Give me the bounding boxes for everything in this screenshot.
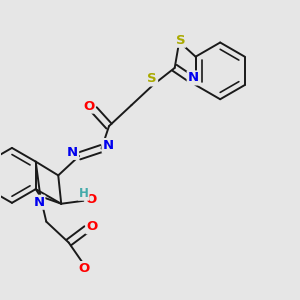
Text: N: N xyxy=(188,71,199,85)
Text: O: O xyxy=(78,262,89,275)
Text: S: S xyxy=(176,34,185,47)
Text: N: N xyxy=(103,139,114,152)
Text: O: O xyxy=(86,220,98,233)
Text: N: N xyxy=(33,196,44,209)
Text: S: S xyxy=(148,72,157,86)
Text: O: O xyxy=(83,100,94,112)
Text: O: O xyxy=(85,193,97,206)
Text: N: N xyxy=(67,146,78,159)
Text: H: H xyxy=(79,187,88,200)
